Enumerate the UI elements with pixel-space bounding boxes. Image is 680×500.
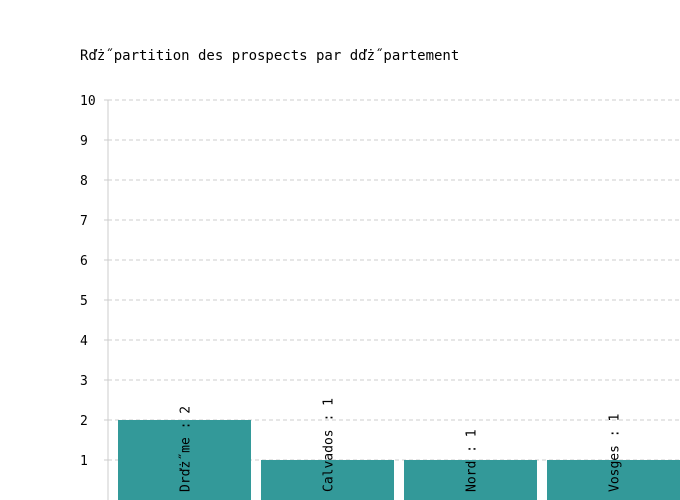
y-tick-label: 8 [80, 174, 88, 189]
bar-data-label: Nord : 1 [465, 429, 480, 492]
y-tick-label: 5 [80, 294, 88, 309]
y-tick-label: 4 [80, 334, 88, 349]
y-tick-label: 2 [80, 414, 88, 429]
y-tick-label: 1 [80, 454, 88, 469]
bar [118, 420, 251, 500]
y-tick-label: 3 [80, 374, 88, 389]
bars [118, 420, 680, 500]
y-tick-label: 6 [80, 254, 88, 269]
bar-data-label: Drďż˝me : 2 [179, 406, 194, 492]
y-tick-label: 10 [80, 94, 96, 109]
chart-title: Rďż˝partition des prospects par dďż˝part… [80, 48, 460, 64]
data-labels: Drďż˝me : 2 Calvados : 1 Nord : 1 Vosges : … [179, 398, 623, 492]
bar-data-label: Calvados : 1 [322, 398, 337, 492]
y-tick-label: 7 [80, 214, 88, 229]
gridlines [108, 99, 680, 461]
y-axis: 1 2 3 4 5 6 7 8 9 10 [80, 94, 109, 500]
bar-data-label: Vosges : 1 [608, 414, 623, 492]
y-tick-label: 9 [80, 134, 88, 149]
bar [547, 460, 680, 500]
bar [261, 460, 394, 500]
bar [404, 460, 537, 500]
